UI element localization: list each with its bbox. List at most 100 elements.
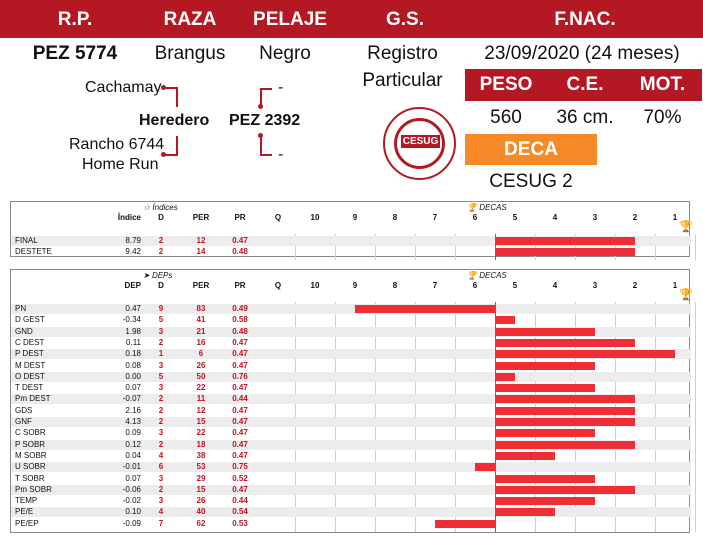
deps-deca-tick: 10: [310, 281, 320, 290]
deca-bar: [495, 395, 635, 404]
table-row: PE/E 0.10 4 40 0.54: [11, 507, 691, 518]
row-trait-name: PN: [15, 304, 27, 313]
row-value: 0.04: [125, 450, 141, 460]
deca-bar: [495, 327, 595, 336]
indices-section-label-text: Índices: [152, 203, 178, 212]
row-precision: 0.47: [232, 405, 248, 415]
row-deca: 9: [158, 304, 164, 313]
deca-bar: [495, 440, 635, 449]
row-percentile: 11: [196, 394, 206, 404]
row-percentile: 15: [196, 417, 206, 426]
table-row: O DEST 0.00 5 50 0.76: [11, 371, 691, 382]
row-value: 0.47: [125, 304, 141, 313]
pedigree-connector: [163, 154, 178, 156]
row-percentile: 15: [196, 484, 206, 494]
row-precision: 0.52: [232, 473, 248, 483]
row-value: 9.42: [125, 247, 141, 256]
trophy-icon: 🏆: [467, 203, 477, 212]
row-precision: 0.47: [232, 450, 248, 460]
row-value: 0.18: [125, 349, 141, 359]
indices-deca-tick: 2: [632, 213, 638, 222]
peso-value: 560: [490, 107, 522, 128]
indices-section-label: ☆ Índices: [143, 203, 178, 212]
row-percentile: 38: [196, 450, 206, 460]
deca-bar: [475, 463, 495, 472]
trophy-icon: 🏆: [679, 221, 693, 233]
table-row: C SOBR 0.09 3 22 0.47: [11, 428, 691, 438]
header-bar: [0, 0, 703, 38]
table-row: GND 1.98 3 21 0.48: [11, 326, 691, 337]
row-percentile: 50: [196, 371, 206, 381]
pedigree-connector-dot: [258, 133, 263, 138]
row-precision: 0.47: [232, 236, 248, 245]
deca-bar: [495, 372, 515, 381]
row-value: -0.01: [122, 462, 141, 472]
row-deca: 2: [158, 439, 164, 449]
row-percentile: 62: [196, 518, 206, 528]
deca-bar: [495, 361, 595, 370]
row-trait-name: M SOBR: [15, 450, 47, 460]
row-value: -0.09: [122, 518, 141, 528]
deca-bar: [495, 237, 635, 245]
row-trait-name: PE/E: [15, 507, 34, 517]
deca-bar: [495, 338, 635, 347]
fish-icon: ➤: [143, 271, 150, 280]
deps-decas-label: 🏆 DECAS: [467, 271, 507, 280]
table-row: T DEST 0.07 3 22 0.47: [11, 383, 691, 393]
pedigree-dam-dam: -: [278, 146, 284, 163]
deca-bar: [495, 497, 595, 506]
row-deca: 5: [158, 371, 164, 381]
deps-header-q: Q: [274, 281, 282, 290]
deca-bar: [495, 316, 515, 325]
row-precision: 0.54: [232, 507, 248, 517]
row-percentile: 12: [196, 236, 206, 245]
table-row: M SOBR 0.04 4 38 0.47: [11, 451, 691, 461]
trophy-icon: 🏆: [467, 271, 477, 280]
row-precision: 0.49: [232, 304, 248, 313]
deca-bar: [495, 429, 595, 438]
table-row: T SOBR 0.07 3 29 0.52: [11, 474, 691, 484]
row-value: 0.09: [125, 428, 141, 438]
row-deca: 2: [158, 236, 164, 245]
row-value: -0.06: [122, 484, 141, 494]
row-value: -0.34: [122, 315, 141, 325]
indices-decas-label-text: DECAS: [479, 203, 507, 212]
pedigree-dam-sire: -: [278, 79, 284, 96]
deps-deca-tick: 1: [672, 281, 678, 290]
row-precision: 0.47: [232, 360, 248, 370]
row-precision: 0.47: [232, 417, 248, 426]
row-deca: 2: [158, 484, 164, 494]
fnac-value: 23/09/2020 (24 meses): [484, 43, 680, 64]
row-percentile: 29: [196, 473, 206, 483]
pedigree-sire-sire: Cachamay: [85, 79, 162, 96]
row-value: 4.13: [125, 417, 141, 426]
row-percentile: 6: [198, 349, 204, 359]
indices-deca-tick: 1: [672, 213, 678, 222]
indices-axis-line: [495, 234, 496, 260]
indices-header-pr: PR: [234, 213, 246, 222]
deps-panel: ➤ DEPs 🏆 DECAS DEP D PER PR Q 10 9 8 7 6 5 4 3 2…: [10, 269, 696, 533]
pedigree-connector: [260, 154, 272, 156]
deps-deca-tick: 3: [592, 281, 598, 290]
row-value: 0.07: [125, 383, 141, 393]
row-trait-name: Pm SOBR: [15, 484, 52, 494]
pedigree-connector-dot: [161, 85, 166, 90]
row-deca: 2: [158, 247, 164, 256]
deca-bar: [495, 248, 635, 256]
row-value: 8.79: [125, 236, 141, 245]
deps-deca-tick: 5: [512, 281, 518, 290]
deps-section-label-text: DEPs: [151, 271, 173, 280]
row-precision: 0.75: [232, 462, 248, 472]
deps-header-d: D: [158, 281, 164, 290]
label-rp: R.P.: [57, 9, 93, 30]
label-gs: G.S.: [385, 9, 424, 30]
row-precision: 0.47: [232, 428, 248, 438]
table-row: FINAL 8.79 2 12 0.47: [11, 236, 691, 246]
indices-deca-tick: 9: [352, 213, 358, 222]
deca-bar: [495, 508, 555, 517]
row-precision: 0.47: [232, 484, 248, 494]
raza-value: Brangus: [154, 43, 226, 64]
indices-grid-line: [295, 234, 296, 260]
row-precision: 0.44: [232, 496, 248, 506]
cesug-logo: CESUG: [383, 107, 456, 180]
